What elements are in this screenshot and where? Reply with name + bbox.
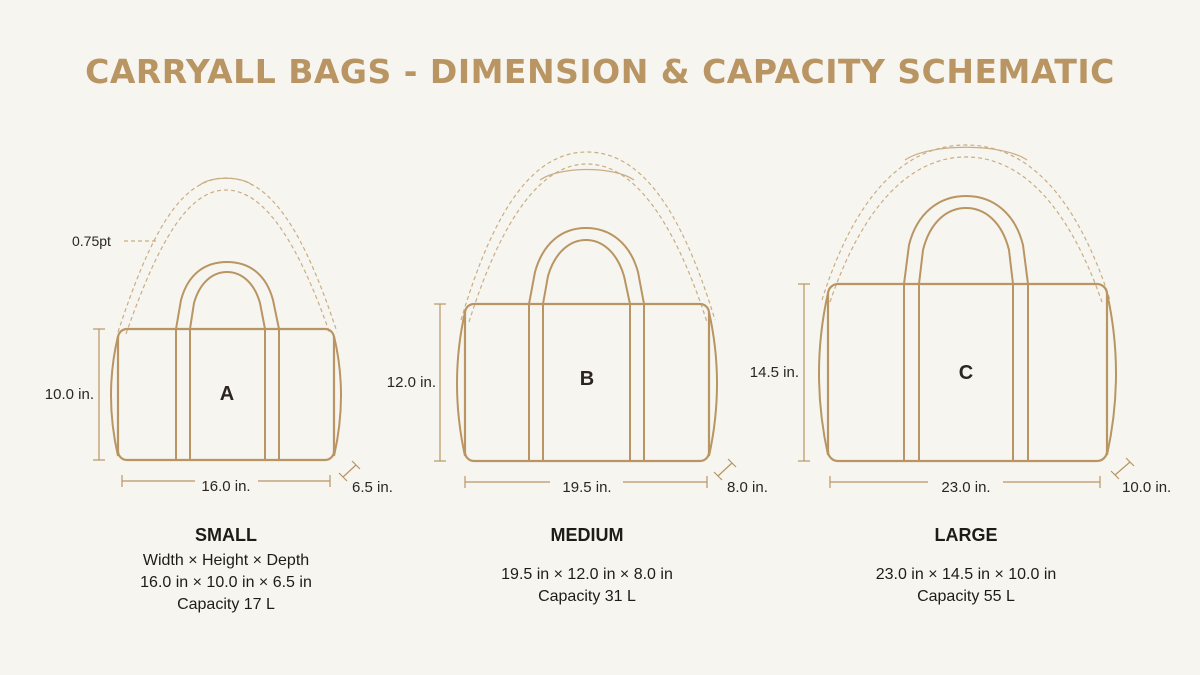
bag-b-shoulder-strap — [460, 151, 716, 323]
bag-a-letter: A — [220, 383, 234, 405]
capacity-text: Capacity 31 L — [538, 588, 636, 605]
bag-b-width-label: 19.5 in. — [562, 479, 611, 496]
bag-c-shoulder-strap — [821, 144, 1111, 303]
bag-b-spec: MEDIUM 19.5 in × 12.0 in × 8.0 in Capaci… — [437, 524, 737, 608]
dimensions-text: 23.0 in × 14.5 in × 10.0 in — [875, 566, 1057, 583]
bag-c-height-line — [798, 283, 810, 462]
bag-b-drawing: B 12.0 in. 19.5 in. 8.0 in. — [387, 151, 768, 496]
bag-a-depth-line — [338, 460, 361, 482]
bag-a-shoulder-strap — [117, 177, 338, 335]
bag-a-spec: SMALL Width × Height × Depth 16.0 in × 1… — [76, 524, 376, 616]
bag-a-width-line — [121, 475, 331, 487]
bag-a-handle — [175, 260, 280, 460]
bag-b-body — [463, 302, 711, 463]
bag-c-depth-line — [1110, 457, 1135, 480]
bag-b-handle — [528, 226, 645, 461]
bag-c-width-label: 23.0 in. — [941, 479, 990, 496]
bag-c-depth-label: 10.0 in. — [1122, 479, 1171, 496]
page-title: CARRYALL BAGS - DIMENSION & CAPACITY SCH… — [85, 52, 1115, 91]
bag-a-body — [116, 327, 336, 462]
spec-header: Width × Height × Depth — [142, 552, 310, 569]
bag-a-height-line — [93, 328, 105, 461]
bag-c-letter: C — [959, 362, 973, 384]
bag-c-spec: LARGE 23.0 in × 14.5 in × 10.0 in Capaci… — [816, 524, 1116, 608]
bag-c-handle — [903, 194, 1029, 461]
size-name: MEDIUM — [550, 525, 624, 545]
bag-c-body — [826, 282, 1109, 463]
bag-c-drawing: C 14.5 in. 23.0 in. 10.0 in. — [750, 144, 1171, 496]
bag-c-width-line — [829, 476, 1101, 488]
size-name: LARGE — [934, 525, 998, 545]
bag-c-height-label: 14.5 in. — [750, 364, 799, 381]
bag-a-height-label: 10.0 in. — [45, 386, 94, 403]
bag-b-height-line — [434, 303, 446, 462]
bag-b-height-label: 12.0 in. — [387, 374, 436, 391]
bag-a-drawing: 0.75pt A 10.0 in. — [45, 177, 393, 496]
bag-a-width-label: 16.0 in. — [201, 478, 250, 495]
capacity-text: Capacity 17 L — [177, 596, 275, 613]
capacity-text: Capacity 55 L — [917, 588, 1015, 605]
bag-b-letter: B — [580, 368, 594, 390]
dimensions-text: 19.5 in × 12.0 in × 8.0 in — [501, 566, 673, 583]
size-name: SMALL — [195, 525, 257, 545]
strap-thickness-label: 0.75pt — [72, 233, 111, 249]
bag-a-depth-label: 6.5 in. — [352, 479, 393, 496]
bag-b-depth-label: 8.0 in. — [727, 479, 768, 496]
dimensions-text: 16.0 in × 10.0 in × 6.5 in — [140, 574, 312, 591]
bag-b-depth-line — [713, 458, 737, 481]
bag-b-width-line — [464, 476, 708, 488]
